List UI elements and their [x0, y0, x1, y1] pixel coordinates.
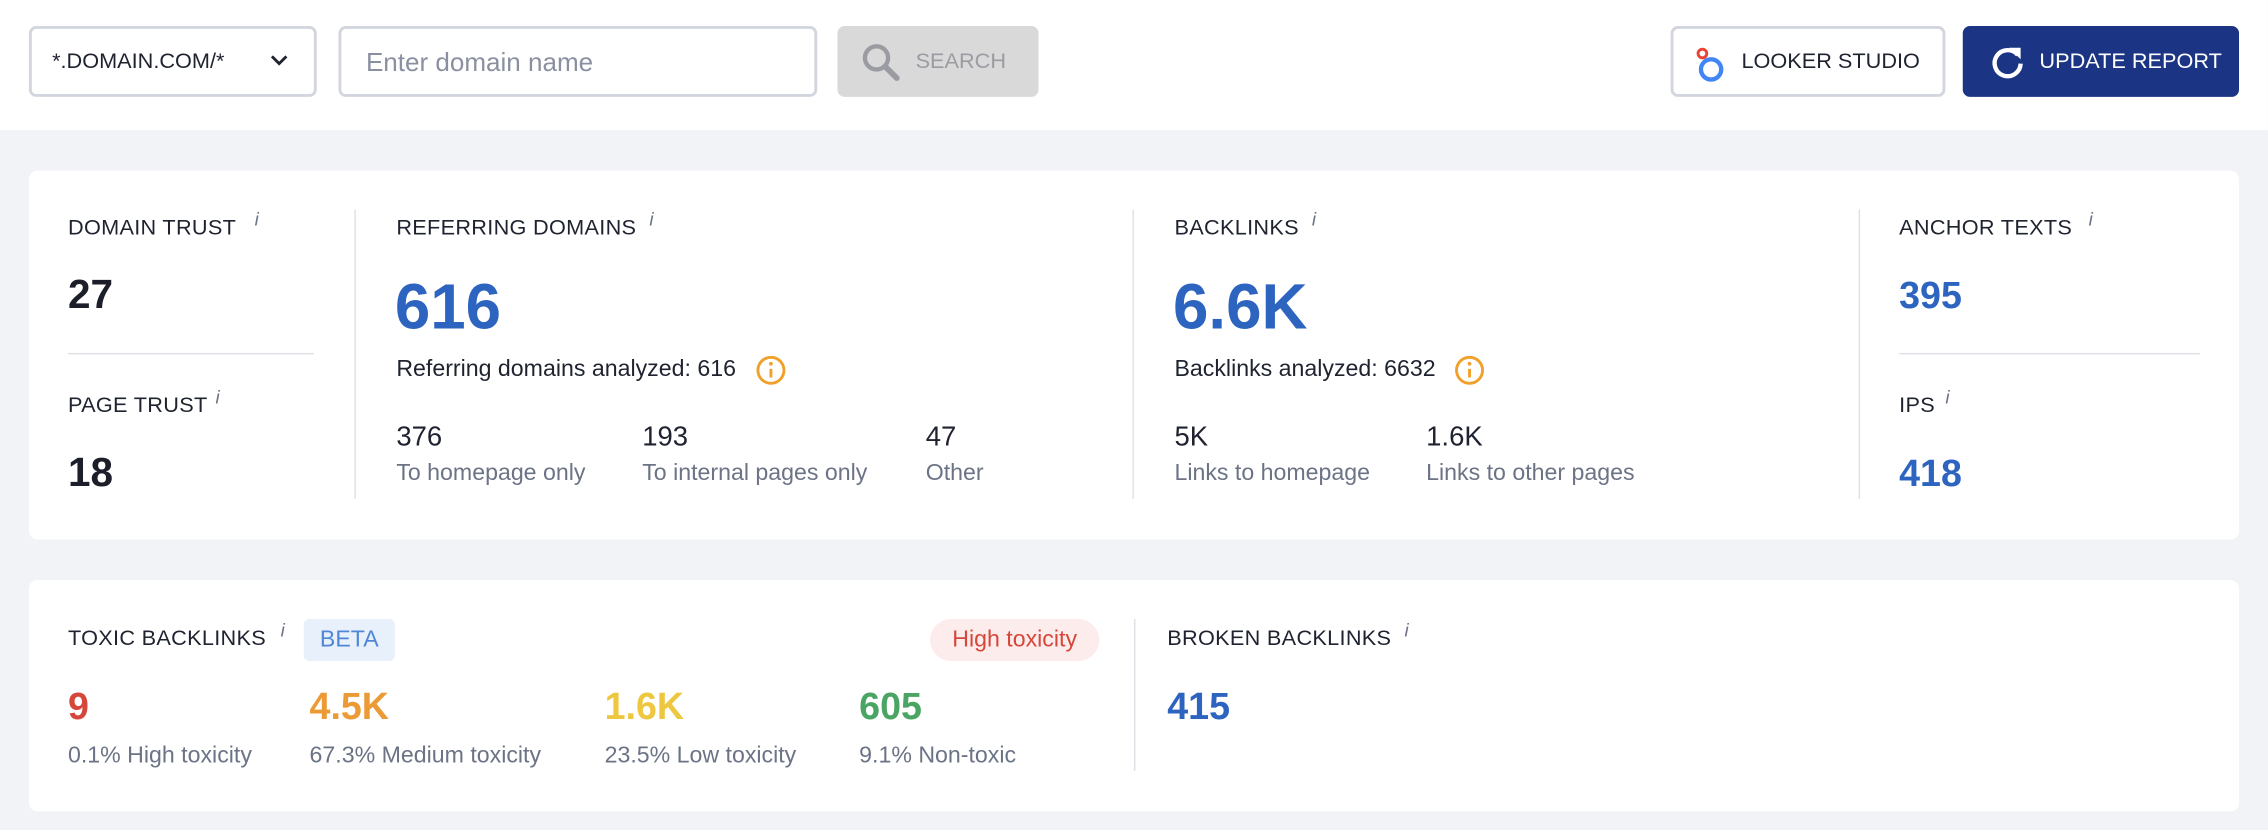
metric-value: 616 [394, 271, 502, 343]
sub-label: Links to other pages [1426, 461, 1635, 486]
sub-label: Other [925, 461, 984, 486]
update-report-button[interactable]: UPDATE REPORT [1962, 26, 2240, 97]
divider [1899, 352, 2200, 355]
metric-label: BACKLINKS [1174, 215, 1299, 241]
sub-label: 23.5% Low toxicity [604, 743, 797, 769]
info-mark: i [254, 208, 259, 230]
divider [1132, 209, 1134, 500]
refresh-icon [1992, 47, 2023, 79]
info-mark: i [280, 619, 285, 641]
sub-label: 67.3% Medium toxicity [309, 743, 542, 769]
metric-label: ANCHOR TEXTS [1899, 215, 2073, 241]
update-label: UPDATE REPORT [2039, 49, 2222, 74]
chevron [270, 55, 288, 66]
scope-select[interactable]: *.DOMAIN.COM/* [28, 26, 317, 97]
looker-studio-button[interactable]: LOOKER STUDIO [1670, 26, 1946, 97]
sub-value: 5K [1174, 422, 1209, 453]
metric-label: DOMAIN TRUST [67, 215, 237, 241]
info-icon [1455, 355, 1485, 385]
sub-label: 0.1% High toxicity [67, 743, 252, 769]
divider [1858, 209, 1861, 500]
metric-value: 4.5K [309, 684, 389, 728]
beta-badge: BETA [303, 619, 395, 662]
search-label: SEARCH [915, 49, 1006, 74]
sub-label: To internal pages only [642, 461, 868, 486]
domain-input[interactable]: Enter domain name [338, 26, 818, 97]
overview-card [28, 170, 2240, 540]
metric-value: 395 [1899, 273, 1962, 317]
metric-label: IPS [1899, 393, 1935, 419]
metric-label: BROKEN BACKLINKS [1167, 626, 1392, 651]
info-mark: i [1404, 619, 1409, 641]
metric-value: 415 [1167, 684, 1231, 728]
divider [67, 352, 314, 355]
metric-label: REFERRING DOMAINS [396, 215, 637, 241]
metric-value: 418 [1899, 451, 1962, 495]
metric-value: 18 [67, 449, 114, 495]
sub-label: To homepage only [396, 461, 586, 486]
metric-label: TOXIC BACKLINKS [67, 626, 267, 651]
scope-value: *.DOMAIN.COM/* [52, 49, 225, 74]
info-icon [756, 355, 786, 385]
metric-value: 6.6K [1173, 271, 1308, 343]
sub-value: 47 [925, 422, 957, 453]
sub-value: 1.6K [1426, 422, 1483, 453]
metric-value: 1.6K [604, 684, 685, 728]
sub-value: 376 [396, 422, 443, 453]
metric-value: 9 [67, 684, 89, 728]
sub-value: 193 [642, 422, 689, 453]
info-mark: i [1311, 208, 1317, 230]
info-mark: i [2088, 208, 2093, 230]
status-badge: High toxicity [930, 619, 1100, 662]
divider [1133, 619, 1136, 771]
metric-value: 605 [859, 684, 922, 728]
search-icon [862, 44, 900, 81]
sub-label: 9.1% Non-toxic [859, 743, 1017, 769]
analyzed-note: Backlinks analyzed: 6632 [1174, 357, 1436, 382]
analyzed-note: Referring domains analyzed: 616 [396, 357, 736, 382]
placeholder: Enter domain name [365, 47, 594, 77]
divider [354, 209, 356, 500]
metric-value: 27 [67, 271, 114, 317]
info-mark: i [649, 208, 654, 230]
metric-label: PAGE TRUST [67, 393, 208, 419]
search-button[interactable]: SEARCH [837, 26, 1039, 97]
looker-label: LOOKER STUDIO [1741, 49, 1920, 74]
info-mark: i [215, 386, 220, 408]
info-mark: i [1945, 386, 1950, 408]
looker-icon [1696, 47, 1724, 82]
sub-label: Links to homepage [1174, 461, 1371, 486]
